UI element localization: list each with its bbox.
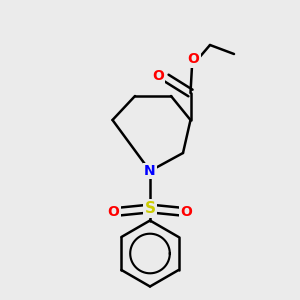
Text: O: O [152,70,164,83]
Text: S: S [145,201,155,216]
Text: N: N [144,164,156,178]
Text: O: O [188,52,200,66]
Text: O: O [107,205,119,218]
Text: O: O [181,205,193,218]
